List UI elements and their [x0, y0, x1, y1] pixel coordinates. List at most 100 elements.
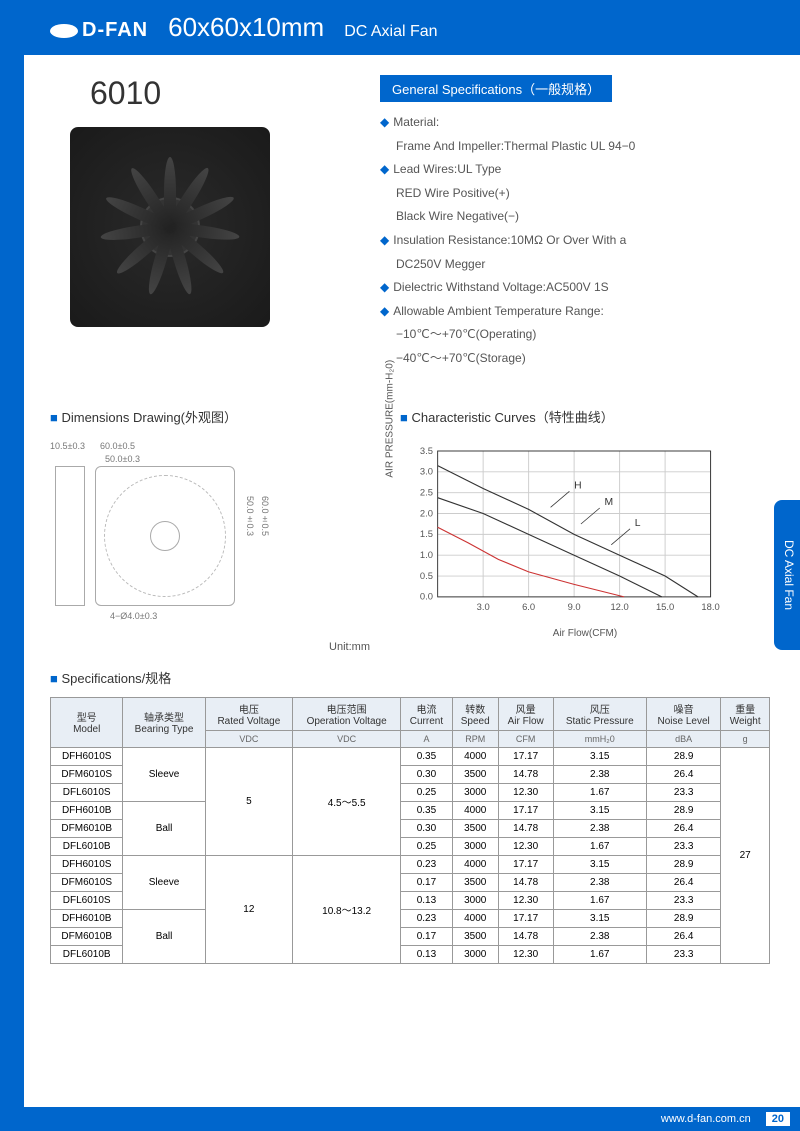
svg-text:2.5: 2.5 [420, 486, 433, 497]
product-visual: 6010 [50, 75, 350, 372]
chart-xlabel: Air Flow(CFM) [400, 628, 770, 639]
spec-item: Frame And Impeller:Thermal Plastic UL 94… [396, 136, 770, 158]
cell-value: 3.15 [553, 801, 646, 819]
cell-value: 0.17 [401, 873, 452, 891]
svg-text:H: H [574, 480, 581, 491]
brand-text: D-FAN [82, 19, 148, 41]
gen-spec-list: Material:Frame And Impeller:Thermal Plas… [380, 112, 770, 370]
cell-value: 17.17 [498, 855, 553, 873]
header-subtitle: DC Axial Fan [344, 23, 437, 41]
cell-value: 3000 [452, 945, 498, 963]
col-header: 转数Speed [452, 697, 498, 730]
cell-value: 3500 [452, 927, 498, 945]
cell-model: DFL6010S [51, 783, 123, 801]
dim-label-width2: 50.0±0.3 [105, 454, 140, 464]
table-row: DFH6010SSleeve1210.8～13.20.23400017.173.… [51, 855, 770, 873]
cell-value: 3500 [452, 765, 498, 783]
svg-text:3.0: 3.0 [420, 465, 433, 476]
cell-value: 0.30 [401, 819, 452, 837]
spec-item: −40℃～+70℃(Storage) [396, 348, 770, 370]
cell-value: 2.38 [553, 873, 646, 891]
side-view [55, 466, 85, 606]
col-unit: VDC [205, 730, 292, 747]
cell-value: 26.4 [646, 819, 720, 837]
cell-value: 12.30 [498, 783, 553, 801]
col-header: 风量Air Flow [498, 697, 553, 730]
side-tab: DC Axial Fan [774, 500, 800, 650]
col-unit: g [721, 730, 770, 747]
col-unit: dBA [646, 730, 720, 747]
spec-item: Lead Wires:UL Type [380, 159, 770, 181]
cell-value: 1.67 [553, 891, 646, 909]
spec-item: Insulation Resistance:10MΩ Or Over With … [380, 230, 770, 252]
cell-value: 1.67 [553, 945, 646, 963]
cell-value: 4000 [452, 747, 498, 765]
svg-text:2.0: 2.0 [420, 507, 433, 518]
svg-text:9.0: 9.0 [568, 601, 581, 612]
cell-value: 12.30 [498, 837, 553, 855]
cell-value: 2.38 [553, 819, 646, 837]
cell-value: 0.30 [401, 765, 452, 783]
cell-opvoltage: 10.8～13.2 [293, 855, 401, 963]
cell-value: 1.67 [553, 837, 646, 855]
cell-value: 3.15 [553, 747, 646, 765]
cell-value: 17.17 [498, 747, 553, 765]
chart-ylabel: AIR PRESSURE(mm-H₂0) [385, 359, 396, 477]
spec-item: Material: [380, 112, 770, 134]
brand-logo: D-FAN [50, 19, 148, 42]
cell-value: 28.9 [646, 747, 720, 765]
cell-model: DFM6010S [51, 873, 123, 891]
cell-model: DFM6010B [51, 819, 123, 837]
cell-value: 4000 [452, 801, 498, 819]
cell-value: 0.13 [401, 945, 452, 963]
mid-row: Dimensions Drawing(外观图） 60.0±0.5 50.0±0.… [50, 392, 770, 653]
dim-label-h2: 50.0±0.3 [245, 496, 255, 536]
cell-value: 14.78 [498, 927, 553, 945]
cell-opvoltage: 4.5～5.5 [293, 747, 401, 855]
cell-model: DFL6010B [51, 837, 123, 855]
svg-text:3.5: 3.5 [420, 444, 433, 455]
svg-text:0.5: 0.5 [420, 569, 433, 580]
spec-item: RED Wire Positive(+) [396, 183, 770, 205]
cell-value: 0.23 [401, 909, 452, 927]
spec-item: Black Wire Negative(−) [396, 206, 770, 228]
cell-value: 4000 [452, 909, 498, 927]
front-view [95, 466, 235, 606]
fan-image [70, 127, 270, 327]
left-accent-bar [0, 0, 24, 1131]
spec-item: DC250V Megger [396, 254, 770, 276]
col-header: 型号Model [51, 697, 123, 747]
cell-value: 3000 [452, 783, 498, 801]
chart-svg: 3.06.09.012.015.018.00.00.51.01.52.02.53… [400, 436, 720, 626]
footer: www.d-fan.com.cn 20 [24, 1107, 800, 1131]
col-unit: mmH₂0 [553, 730, 646, 747]
cell-value: 28.9 [646, 801, 720, 819]
cell-value: 3000 [452, 837, 498, 855]
spec-table-title: Specifications/规格 [50, 668, 770, 687]
hub-circle-icon [150, 521, 180, 551]
content: 6010 General Specifications（一般规格） Materi… [0, 55, 800, 984]
cell-value: 23.3 [646, 837, 720, 855]
cell-value: 26.4 [646, 873, 720, 891]
curves-title: Characteristic Curves（特性曲线） [400, 407, 770, 426]
cell-value: 0.25 [401, 783, 452, 801]
general-specs: General Specifications（一般规格） Material:Fr… [380, 75, 770, 372]
cell-model: DFH6010B [51, 909, 123, 927]
cell-weight: 27 [721, 747, 770, 963]
cell-value: 12.30 [498, 945, 553, 963]
table-row: DFH6010SSleeve54.5～5.50.35400017.173.152… [51, 747, 770, 765]
spec-item: −10℃～+70℃(Operating) [396, 324, 770, 346]
cell-value: 14.78 [498, 765, 553, 783]
cell-value: 26.4 [646, 927, 720, 945]
cell-value: 0.17 [401, 927, 452, 945]
cell-value: 3500 [452, 873, 498, 891]
svg-text:18.0: 18.0 [701, 601, 719, 612]
spec-item: Dielectric Withstand Voltage:AC500V 1S [380, 277, 770, 299]
spec-item: Allowable Ambient Temperature Range: [380, 301, 770, 323]
cell-model: DFH6010S [51, 747, 123, 765]
col-unit: CFM [498, 730, 553, 747]
header-title: 60x60x10mm [168, 12, 324, 43]
cell-value: 3.15 [553, 909, 646, 927]
svg-text:0.0: 0.0 [420, 590, 433, 601]
dimensions-section: Dimensions Drawing(外观图） 60.0±0.5 50.0±0.… [50, 392, 370, 653]
